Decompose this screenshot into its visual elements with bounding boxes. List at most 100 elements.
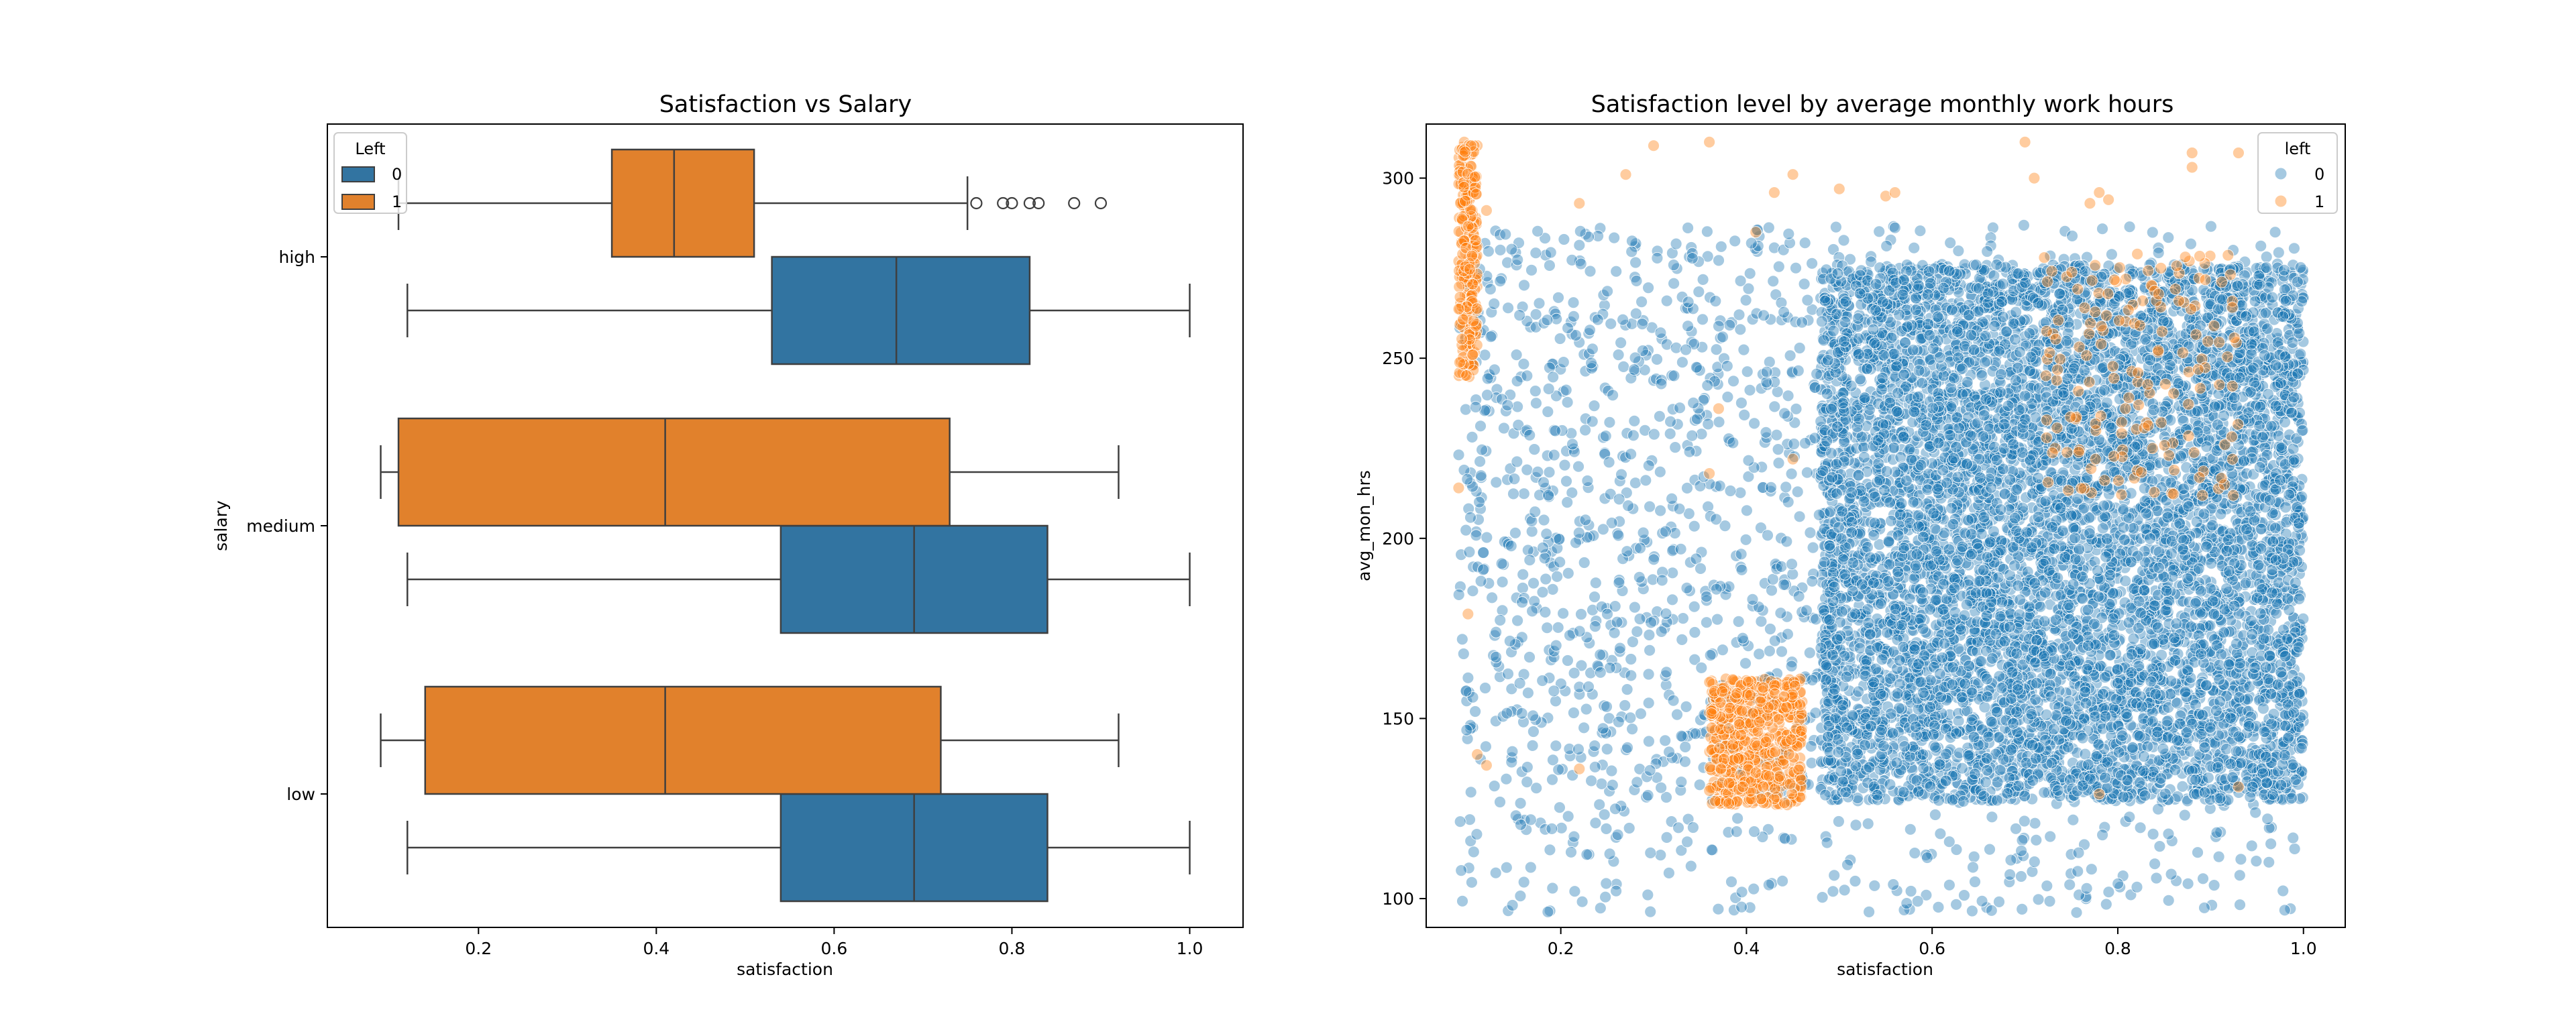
scatter-point-left-0-377 bbox=[2210, 830, 2222, 843]
scatter-point-left-0-879 bbox=[1514, 797, 1527, 809]
scatter-point-left-0-741 bbox=[1767, 275, 1780, 288]
scatter-point-left-0-147 bbox=[1650, 771, 1663, 784]
scatter-point-left-0-212 bbox=[1573, 533, 1586, 546]
scatter-point-left-0-759 bbox=[1628, 601, 1641, 614]
scatter-point-left-0-134 bbox=[1505, 683, 1518, 695]
scatter-point-left-0-857 bbox=[1748, 882, 1760, 895]
scatter-point-left-0-279 bbox=[1593, 799, 1606, 811]
scatter-point-left-0-913 bbox=[2150, 872, 2163, 884]
scatter-point-left-0-277 bbox=[2204, 220, 2217, 233]
scatter-point-left-0-850 bbox=[1686, 821, 1699, 834]
scatter-point-left-0-886 bbox=[1523, 554, 1536, 567]
scatter-point-left-0-1128 bbox=[2287, 832, 2300, 844]
scatter-point-left-0-1132 bbox=[1644, 847, 1657, 859]
boxplot-xtick-label-0.4: 0.4 bbox=[643, 939, 669, 958]
scatter-point-left-0-321 bbox=[2233, 869, 2246, 882]
scatter-point-left-0-243 bbox=[2247, 798, 2260, 811]
scatter-point-left-0-167 bbox=[1480, 445, 1493, 457]
scatter-point-left-0-1127 bbox=[2131, 881, 2143, 893]
scatter-point-left-0-1172 bbox=[1676, 356, 1688, 369]
scatter-point-left-0-668 bbox=[1981, 245, 1994, 258]
scatter-point-left-0-4869 bbox=[2272, 430, 2285, 442]
scatter-point-left-0-785 bbox=[2250, 855, 2263, 867]
scatter-point-left-0-609 bbox=[1838, 884, 1851, 897]
scatter-point-left-0-485 bbox=[1625, 653, 1638, 665]
scatter-point-left-0-823 bbox=[2123, 811, 2136, 823]
scatter-point-left-0-268 bbox=[1578, 348, 1591, 361]
scatter-point-left-0-80 bbox=[1534, 817, 1547, 829]
scatter-point-left-0-1011 bbox=[2080, 882, 2093, 895]
scatter-point-left-0-676 bbox=[2072, 865, 2084, 878]
scatter-point-left-0-455 bbox=[1968, 850, 1980, 863]
scatter-point-left-0-48 bbox=[1613, 515, 1626, 528]
scatter-point-left-0-1119 bbox=[1735, 886, 1748, 899]
box-high-left-1-flier-0 bbox=[970, 196, 983, 210]
scatter-point-left-0-1250 bbox=[1528, 443, 1541, 455]
scatter-point-left-0-298 bbox=[2263, 821, 2275, 834]
scatter-point-left-0-383 bbox=[2163, 783, 2176, 796]
scatter-point-left-0-509 bbox=[1644, 905, 1657, 918]
scatter-point-left-0-1158 bbox=[1517, 357, 1530, 370]
scatter-point-left-0-1252 bbox=[1984, 843, 1996, 856]
scatter-point-left-0-864 bbox=[1976, 895, 1988, 907]
scatter-point-left-0-316 bbox=[1682, 508, 1695, 520]
scatter-point-left-0-120 bbox=[1696, 341, 1709, 353]
scatter-point-left-0-4744 bbox=[1992, 731, 2005, 744]
scatter-point-left-0-330 bbox=[2202, 396, 2214, 409]
scatter-point-left-0-1234 bbox=[1529, 397, 1542, 410]
box-low-left-1 bbox=[380, 685, 1120, 795]
scatter-point-left-0-881 bbox=[1654, 465, 1666, 478]
scatter-point-left-0-1143 bbox=[1524, 861, 1537, 874]
scatter-point-left-0-585 bbox=[1725, 876, 1737, 888]
box-medium-left-1-iqr-box bbox=[397, 417, 951, 527]
scatter-point-left-0-155 bbox=[1494, 796, 1506, 808]
scatter-point-left-0-450 bbox=[2272, 246, 2285, 259]
scatter-point-left-0-1108 bbox=[1572, 460, 1585, 473]
scatter-point-left-0-1035 bbox=[1603, 848, 1616, 860]
box-high-left-1-flier-6 bbox=[1094, 196, 1108, 210]
scatter-point-left-0-1202 bbox=[1670, 237, 1682, 250]
scatter-point-left-0-963 bbox=[1488, 780, 1501, 792]
scatter-point-left-0-976 bbox=[1589, 577, 1602, 589]
scatter-point-left-0-3448 bbox=[1991, 776, 2004, 789]
scatter-point-left-0-66 bbox=[2029, 817, 2041, 829]
boxplot-xtick-label-1.0: 1.0 bbox=[1177, 939, 1203, 958]
scatter-point-left-0-1290 bbox=[2178, 809, 2191, 821]
scatter-point-left-0-1291 bbox=[1943, 836, 1955, 848]
scatter-point-left-0-415 bbox=[1772, 457, 1785, 469]
scatter-point-left-0-981 bbox=[1454, 815, 1466, 828]
scatter-point-left-0-767 bbox=[1721, 391, 1734, 403]
boxplot-legend: Left 0 1 bbox=[333, 132, 407, 214]
scatter-point-left-0-27 bbox=[1775, 631, 1788, 644]
scatter-point-left-0-1169 bbox=[2269, 226, 2282, 239]
scatter-point-left-0-437 bbox=[1603, 785, 1616, 797]
scatter-point-left-0-1017 bbox=[2072, 846, 2085, 859]
scatter-point-left-0-1076 bbox=[1455, 864, 1468, 876]
scatter-point-left-0-533 bbox=[2028, 856, 2041, 868]
scatter-point-left-0-474 bbox=[1546, 882, 1559, 895]
scatter-point-left-0-599 bbox=[1676, 612, 1689, 624]
scatter-point-left-0-1032 bbox=[1689, 728, 1702, 740]
scatter-point-left-0-846 bbox=[2265, 838, 2277, 850]
scatter-point-left-0-255 bbox=[1806, 303, 1819, 316]
scatter-point-left-0-1167 bbox=[1552, 291, 1564, 304]
scatter-point-left-0-163 bbox=[2018, 815, 2031, 827]
scatter-point-left-0-427 bbox=[2032, 893, 2045, 906]
scatter-point-left-0-1134 bbox=[2112, 877, 2125, 890]
scatter-point-left-0-936 bbox=[1887, 878, 1900, 891]
scatter-point-left-0-71 bbox=[1660, 679, 1672, 691]
scatter-point-left-0-1110 bbox=[1610, 265, 1623, 278]
scatter-point-left-0-51 bbox=[1525, 264, 1538, 276]
scatter-point-left-0-1294 bbox=[1674, 402, 1686, 414]
scatter-point-left-0-1083 bbox=[1748, 825, 1760, 838]
scatter-point-left-0-17 bbox=[1771, 560, 1784, 572]
scatter-point-left-0-1040 bbox=[1900, 897, 1913, 909]
scatter-point-left-0-731 bbox=[1697, 313, 1709, 326]
scatter-point-left-0-1038 bbox=[1676, 634, 1688, 646]
scatter-point-left-0-59 bbox=[2123, 221, 2136, 233]
scatter-point-left-0-789 bbox=[2041, 880, 2053, 892]
scatter-point-left-0-86 bbox=[1533, 297, 1546, 310]
scatter-point-left-0-107 bbox=[1790, 262, 1802, 274]
scatter-point-left-0-370 bbox=[1481, 276, 1494, 289]
scatter-point-left-0-231 bbox=[1626, 636, 1639, 648]
